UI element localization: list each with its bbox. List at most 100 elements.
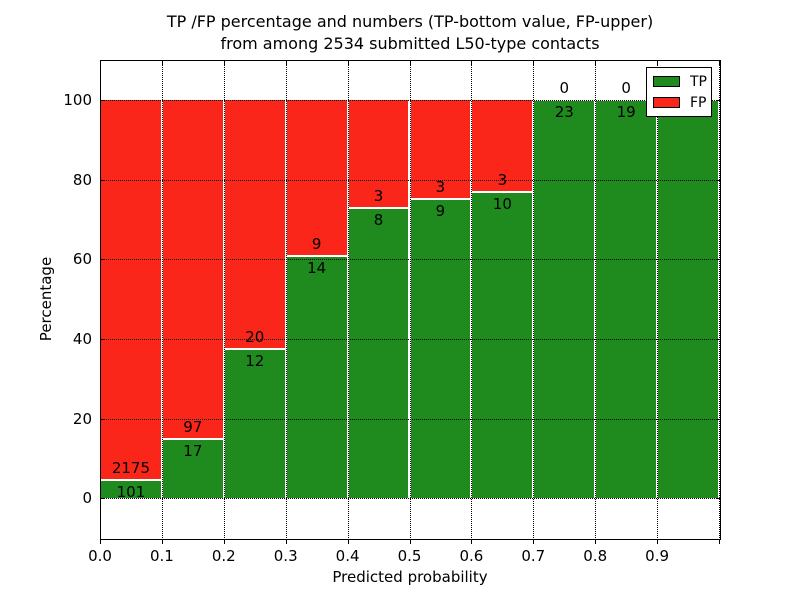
- fp-count-label: 0: [621, 78, 631, 97]
- fp-count-label: 0: [559, 78, 570, 97]
- fp-bar-segment: [348, 99, 409, 208]
- x-tick: [409, 61, 411, 65]
- x-tick-label: 0.9: [645, 547, 670, 565]
- x-gridline: [657, 60, 659, 538]
- fp-count-label: 9: [311, 234, 322, 253]
- x-tick-label: 0.8: [583, 547, 608, 565]
- x-tick-label: 0.4: [335, 547, 360, 565]
- x-tick-label: 0.2: [211, 547, 236, 565]
- tp-count-label: 9: [435, 202, 446, 221]
- tp-bar-segment: [658, 100, 718, 499]
- y-tick-label: 40: [72, 329, 92, 348]
- tp-count-label: 17: [183, 441, 203, 460]
- tp-count-label: 10: [492, 194, 512, 213]
- tp-count-label: 12: [245, 351, 265, 370]
- x-tick: [347, 61, 349, 65]
- x-gridline: [285, 60, 287, 538]
- x-axis-label: Predicted probability: [332, 568, 488, 586]
- y-tick: [716, 259, 720, 261]
- y-tick: [716, 338, 720, 340]
- x-tick: [595, 61, 597, 65]
- y-tick: [716, 179, 720, 181]
- legend-swatch-tp-icon: [653, 76, 680, 87]
- tp-bar-segment: [101, 481, 161, 499]
- tp-count-label: 8: [373, 211, 384, 230]
- tp-bar-segment: [472, 192, 533, 499]
- y-tick: [101, 498, 105, 500]
- y-tick: [101, 259, 105, 261]
- x-tick: [471, 61, 473, 65]
- x-tick: [161, 61, 163, 65]
- fp-bar-segment: [472, 99, 533, 191]
- x-tick: [100, 61, 101, 65]
- fp-count-label: 3: [497, 170, 508, 189]
- chart-title: TP /FP percentage and numbers (TP-bottom…: [167, 11, 653, 55]
- x-gridline: [100, 60, 101, 538]
- legend-label-tp: TP: [690, 73, 707, 90]
- tp-bar-segment: [286, 256, 347, 499]
- x-tick: [657, 61, 659, 65]
- x-tick: [471, 540, 473, 544]
- fp-count-label: 2175: [111, 459, 151, 478]
- x-gridline: [347, 60, 349, 538]
- y-tick: [716, 498, 720, 500]
- fp-bar-segment: [410, 99, 471, 199]
- x-gridline: [161, 60, 163, 538]
- x-tick: [595, 540, 597, 544]
- x-tick: [533, 61, 535, 65]
- x-gridline: [533, 60, 535, 538]
- x-gridline: [595, 60, 597, 538]
- x-tick: [347, 540, 349, 544]
- legend-label-fp: FP: [690, 94, 707, 111]
- x-tick: [657, 540, 659, 544]
- fp-count-label: 3: [435, 178, 446, 197]
- x-tick: [719, 540, 720, 544]
- x-gridline: [409, 60, 411, 538]
- tp-bar-segment: [348, 209, 409, 499]
- tp-count-label: 101: [116, 483, 146, 502]
- tp-bar-segment: [410, 200, 471, 499]
- x-gridline: [719, 60, 720, 538]
- legend-entry-fp: FP: [653, 94, 707, 111]
- x-tick-label: 0.5: [397, 547, 422, 565]
- fp-bar-segment: [224, 99, 285, 348]
- x-tick-label: 0.0: [88, 547, 112, 565]
- x-tick-label: 0.6: [459, 547, 484, 565]
- tp-count-label: 14: [307, 258, 327, 277]
- y-tick-label: 80: [72, 170, 92, 189]
- fp-bar-segment: [286, 99, 347, 255]
- x-tick-label: 0.3: [273, 547, 298, 565]
- y-tick-label: 100: [63, 90, 92, 109]
- y-tick-label: 60: [72, 250, 92, 269]
- y-tick: [101, 418, 105, 420]
- x-tick: [223, 540, 225, 544]
- tp-count-label: 23: [554, 102, 574, 121]
- fp-count-label: 20: [245, 327, 265, 346]
- x-tick: [100, 540, 101, 544]
- legend-entry-tp: TP: [653, 73, 707, 90]
- legend-swatch-fp-icon: [653, 97, 680, 108]
- y-tick: [101, 99, 105, 101]
- x-tick: [409, 540, 411, 544]
- fp-bar-segment: [101, 99, 161, 480]
- chart-title-line-2: from among 2534 submitted L50-type conta…: [220, 34, 600, 53]
- tp-count-label: 19: [616, 102, 636, 121]
- x-tick: [719, 61, 720, 65]
- x-tick-label: 0.1: [149, 547, 174, 565]
- fp-bar-segment: [162, 99, 223, 438]
- y-tick-label: 20: [72, 409, 92, 428]
- tp-bar-segment: [224, 349, 285, 499]
- tp-bar-segment: [162, 439, 223, 499]
- chart-title-line-1: TP /FP percentage and numbers (TP-bottom…: [166, 12, 654, 31]
- y-tick: [101, 338, 105, 340]
- x-gridline: [471, 60, 473, 538]
- x-tick: [285, 540, 287, 544]
- tp-bar-segment: [534, 100, 595, 499]
- x-tick: [533, 540, 535, 544]
- y-axis-label: Percentage: [37, 256, 55, 342]
- fp-count-label: 3: [373, 187, 384, 206]
- fp-count-label: 97: [183, 417, 203, 436]
- x-tick-label: 0.7: [521, 547, 546, 565]
- x-tick: [161, 540, 163, 544]
